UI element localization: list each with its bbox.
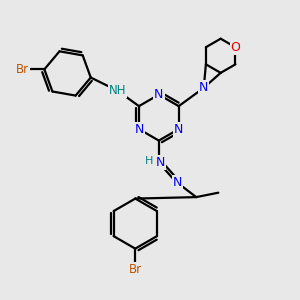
Text: N: N bbox=[174, 123, 183, 136]
Text: NH: NH bbox=[109, 84, 127, 97]
Text: N: N bbox=[134, 123, 144, 136]
Text: O: O bbox=[230, 41, 240, 54]
Text: N: N bbox=[154, 88, 164, 101]
Text: N: N bbox=[173, 176, 182, 189]
Text: N: N bbox=[199, 81, 208, 94]
Text: Br: Br bbox=[16, 63, 29, 76]
Text: N: N bbox=[156, 156, 165, 169]
Text: Br: Br bbox=[129, 263, 142, 276]
Text: H: H bbox=[145, 156, 154, 166]
